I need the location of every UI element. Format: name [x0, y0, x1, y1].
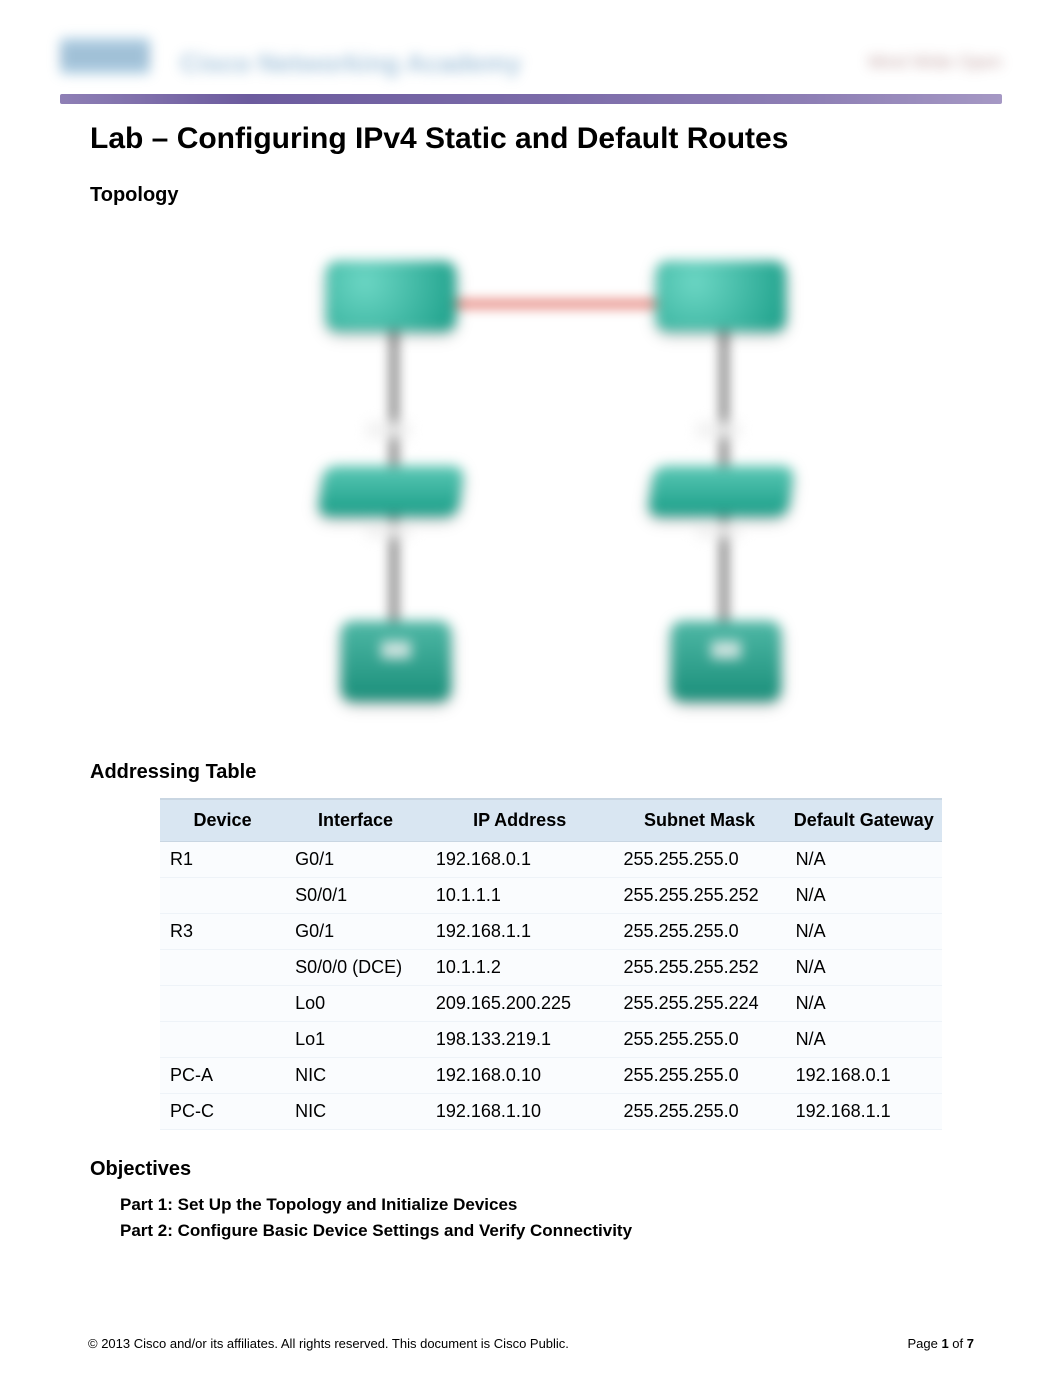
- table-cell: S0/0/0 (DCE): [285, 950, 426, 986]
- table-cell: [160, 1022, 285, 1058]
- table-cell: 192.168.1.1: [786, 1094, 942, 1130]
- table-cell: G0/1: [285, 842, 426, 878]
- topology-label: [381, 641, 411, 659]
- table-cell: 255.255.255.224: [614, 986, 786, 1022]
- table-cell: NIC: [285, 1058, 426, 1094]
- table-cell: N/A: [786, 878, 942, 914]
- topology-label: [366, 421, 411, 439]
- link-eth-r1-s1: [391, 331, 397, 471]
- objective-part-2: Part 2: Configure Basic Device Settings …: [120, 1221, 1002, 1241]
- table-cell: 192.168.0.10: [426, 1058, 614, 1094]
- table-row: S0/0/110.1.1.1255.255.255.252N/A: [160, 878, 942, 914]
- addressing-heading: Addressing Table: [90, 761, 1002, 784]
- table-row: R3G0/1192.168.1.1255.255.255.0N/A: [160, 914, 942, 950]
- table-cell: 198.133.219.1: [426, 1022, 614, 1058]
- table-cell: Lo0: [285, 986, 426, 1022]
- table-cell: [160, 878, 285, 914]
- table-row: S0/0/0 (DCE)10.1.1.2255.255.255.252N/A: [160, 950, 942, 986]
- objectives-heading: Objectives: [90, 1158, 1002, 1181]
- footer-copyright: © 2013 Cisco and/or its affiliates. All …: [88, 1336, 569, 1351]
- topology-switch-s1: [317, 466, 464, 516]
- table-row: PC-CNIC192.168.1.10255.255.255.0192.168.…: [160, 1094, 942, 1130]
- table-cell: 10.1.1.2: [426, 950, 614, 986]
- topology-label: [696, 421, 741, 439]
- table-cell: 255.255.255.252: [614, 950, 786, 986]
- table-cell: 255.255.255.252: [614, 878, 786, 914]
- link-eth-r3-s3: [721, 331, 727, 471]
- header-gradient-bar: [60, 94, 1002, 104]
- col-gateway: Default Gateway: [786, 799, 942, 842]
- table-cell: 192.168.0.1: [786, 1058, 942, 1094]
- table-cell: 209.165.200.225: [426, 986, 614, 1022]
- table-cell: S0/0/1: [285, 878, 426, 914]
- table-cell: N/A: [786, 950, 942, 986]
- table-cell: 255.255.255.0: [614, 1094, 786, 1130]
- table-row: PC-ANIC192.168.0.10255.255.255.0192.168.…: [160, 1058, 942, 1094]
- table-cell: N/A: [786, 914, 942, 950]
- lab-title: Lab – Configuring IPv4 Static and Defaul…: [90, 122, 1002, 156]
- topology-diagram-wrap: [60, 221, 1002, 741]
- table-cell: N/A: [786, 1022, 942, 1058]
- table-cell: 255.255.255.0: [614, 914, 786, 950]
- topology-pc-c: [671, 621, 781, 701]
- table-cell: 192.168.1.1: [426, 914, 614, 950]
- topology-heading: Topology: [90, 184, 1002, 207]
- page-header-banner: Cisco Networking Academy Mind Wide Open: [60, 30, 1002, 90]
- table-cell: R3: [160, 914, 285, 950]
- table-cell: 255.255.255.0: [614, 842, 786, 878]
- table-row: R1G0/1192.168.0.1255.255.255.0N/A: [160, 842, 942, 878]
- table-row: Lo0209.165.200.225255.255.255.224N/A: [160, 986, 942, 1022]
- table-cell: 10.1.1.1: [426, 878, 614, 914]
- topology-label: [696, 521, 741, 539]
- addressing-table: Device Interface IP Address Subnet Mask …: [160, 798, 942, 1130]
- cisco-logo: [60, 38, 150, 74]
- topology-label: [711, 641, 741, 659]
- table-header-row: Device Interface IP Address Subnet Mask …: [160, 799, 942, 842]
- table-cell: N/A: [786, 842, 942, 878]
- topology-diagram: [251, 221, 811, 741]
- topology-pc-a: [341, 621, 451, 701]
- page-total: 7: [967, 1336, 974, 1351]
- table-cell: NIC: [285, 1094, 426, 1130]
- topology-router-r3: [656, 261, 786, 331]
- topology-label: [366, 521, 411, 539]
- col-ip: IP Address: [426, 799, 614, 842]
- page-prefix: Page: [907, 1336, 941, 1351]
- table-cell: 255.255.255.0: [614, 1058, 786, 1094]
- table-cell: R1: [160, 842, 285, 878]
- page-sep: of: [949, 1336, 967, 1351]
- col-mask: Subnet Mask: [614, 799, 786, 842]
- table-cell: [160, 986, 285, 1022]
- page-number: 1: [941, 1336, 948, 1351]
- table-cell: PC-A: [160, 1058, 285, 1094]
- topology-router-r1: [326, 261, 456, 331]
- objective-part-1: Part 1: Set Up the Topology and Initiali…: [120, 1195, 1002, 1215]
- table-cell: G0/1: [285, 914, 426, 950]
- banner-center-text: Cisco Networking Academy: [180, 48, 521, 79]
- table-cell: Lo1: [285, 1022, 426, 1058]
- banner-right-text: Mind Wide Open: [868, 52, 1002, 73]
- table-cell: 192.168.0.1: [426, 842, 614, 878]
- table-cell: 255.255.255.0: [614, 1022, 786, 1058]
- table-cell: N/A: [786, 986, 942, 1022]
- table-cell: 192.168.1.10: [426, 1094, 614, 1130]
- table-row: Lo1198.133.219.1255.255.255.0N/A: [160, 1022, 942, 1058]
- table-cell: PC-C: [160, 1094, 285, 1130]
- page-footer: © 2013 Cisco and/or its affiliates. All …: [88, 1336, 974, 1351]
- footer-page-indicator: Page 1 of 7: [907, 1336, 974, 1351]
- col-interface: Interface: [285, 799, 426, 842]
- table-cell: [160, 950, 285, 986]
- col-device: Device: [160, 799, 285, 842]
- addressing-table-wrap: Device Interface IP Address Subnet Mask …: [160, 798, 942, 1130]
- topology-switch-s3: [647, 466, 794, 516]
